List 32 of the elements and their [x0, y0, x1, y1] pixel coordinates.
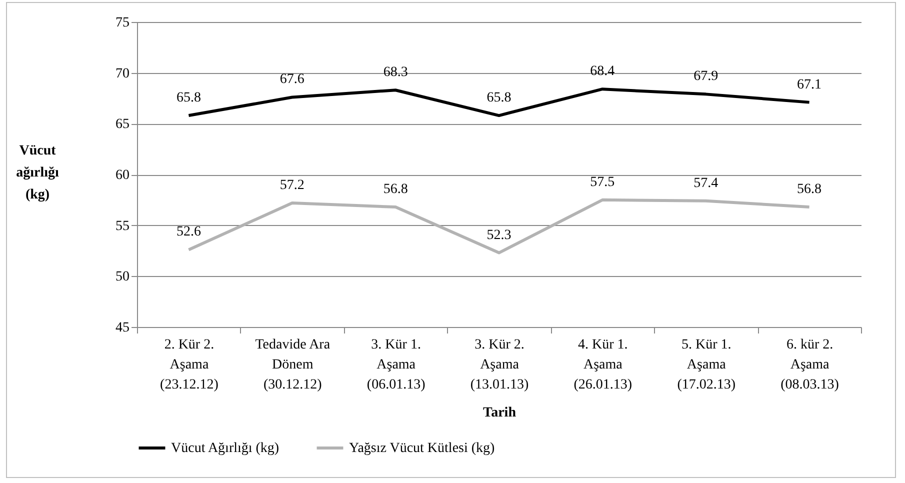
- data-label: 57.2: [280, 178, 304, 193]
- y-tick-label: 45: [116, 320, 130, 336]
- x-tick-label: 2. Kür 2. Aşama (23.12.12): [160, 338, 219, 392]
- y-tick-label: 65: [116, 117, 130, 132]
- x-tick-label: Tedavide Ara Dönem (30.12.12): [255, 338, 331, 392]
- y-axis-title: Vücut ağırlığı (kg): [16, 144, 59, 202]
- y-tick-label: 60: [116, 168, 130, 183]
- y-tick-label: 50: [116, 270, 130, 285]
- x-tick-label: 4. Kür 1. Aşama (26.01.13): [574, 338, 632, 392]
- y-tick-label: 75: [116, 16, 130, 30]
- data-label: 65.8: [486, 90, 512, 106]
- x-tick-label: 3. Kür 2. Aşama (13.01.13): [470, 338, 529, 392]
- data-label: 67.6: [280, 72, 304, 88]
- x-tick-label: 3. Kür 1. Aşama (06.01.13): [366, 338, 426, 392]
- data-label: 68.4: [590, 64, 615, 80]
- data-label: 68.3: [383, 65, 408, 80]
- x-axis-title: Tarih: [483, 406, 516, 420]
- y-tick-label: 70: [116, 66, 130, 82]
- y-tick-label: 55: [116, 218, 130, 234]
- data-label: 52.3: [486, 228, 512, 243]
- data-label: 57.5: [590, 174, 615, 190]
- data-label: 67.1: [797, 77, 822, 92]
- data-label: 57.4: [694, 176, 718, 191]
- data-label: 52.6: [176, 224, 201, 240]
- x-tick-label: 5. Kür 1. Aşama (17.02.13): [677, 338, 736, 392]
- data-label: 67.9: [694, 69, 718, 84]
- legend-label: Yağsız Vücut Kütlesi (kg): [349, 441, 496, 456]
- data-label: 56.8: [383, 182, 408, 198]
- data-label: 56.8: [797, 182, 822, 198]
- x-tick-label: 6. kür 2. Aşama (08.03.13): [780, 338, 840, 392]
- data-label: 65.8: [176, 90, 201, 106]
- legend-label: Vücut Ağırlığı (kg): [171, 441, 280, 456]
